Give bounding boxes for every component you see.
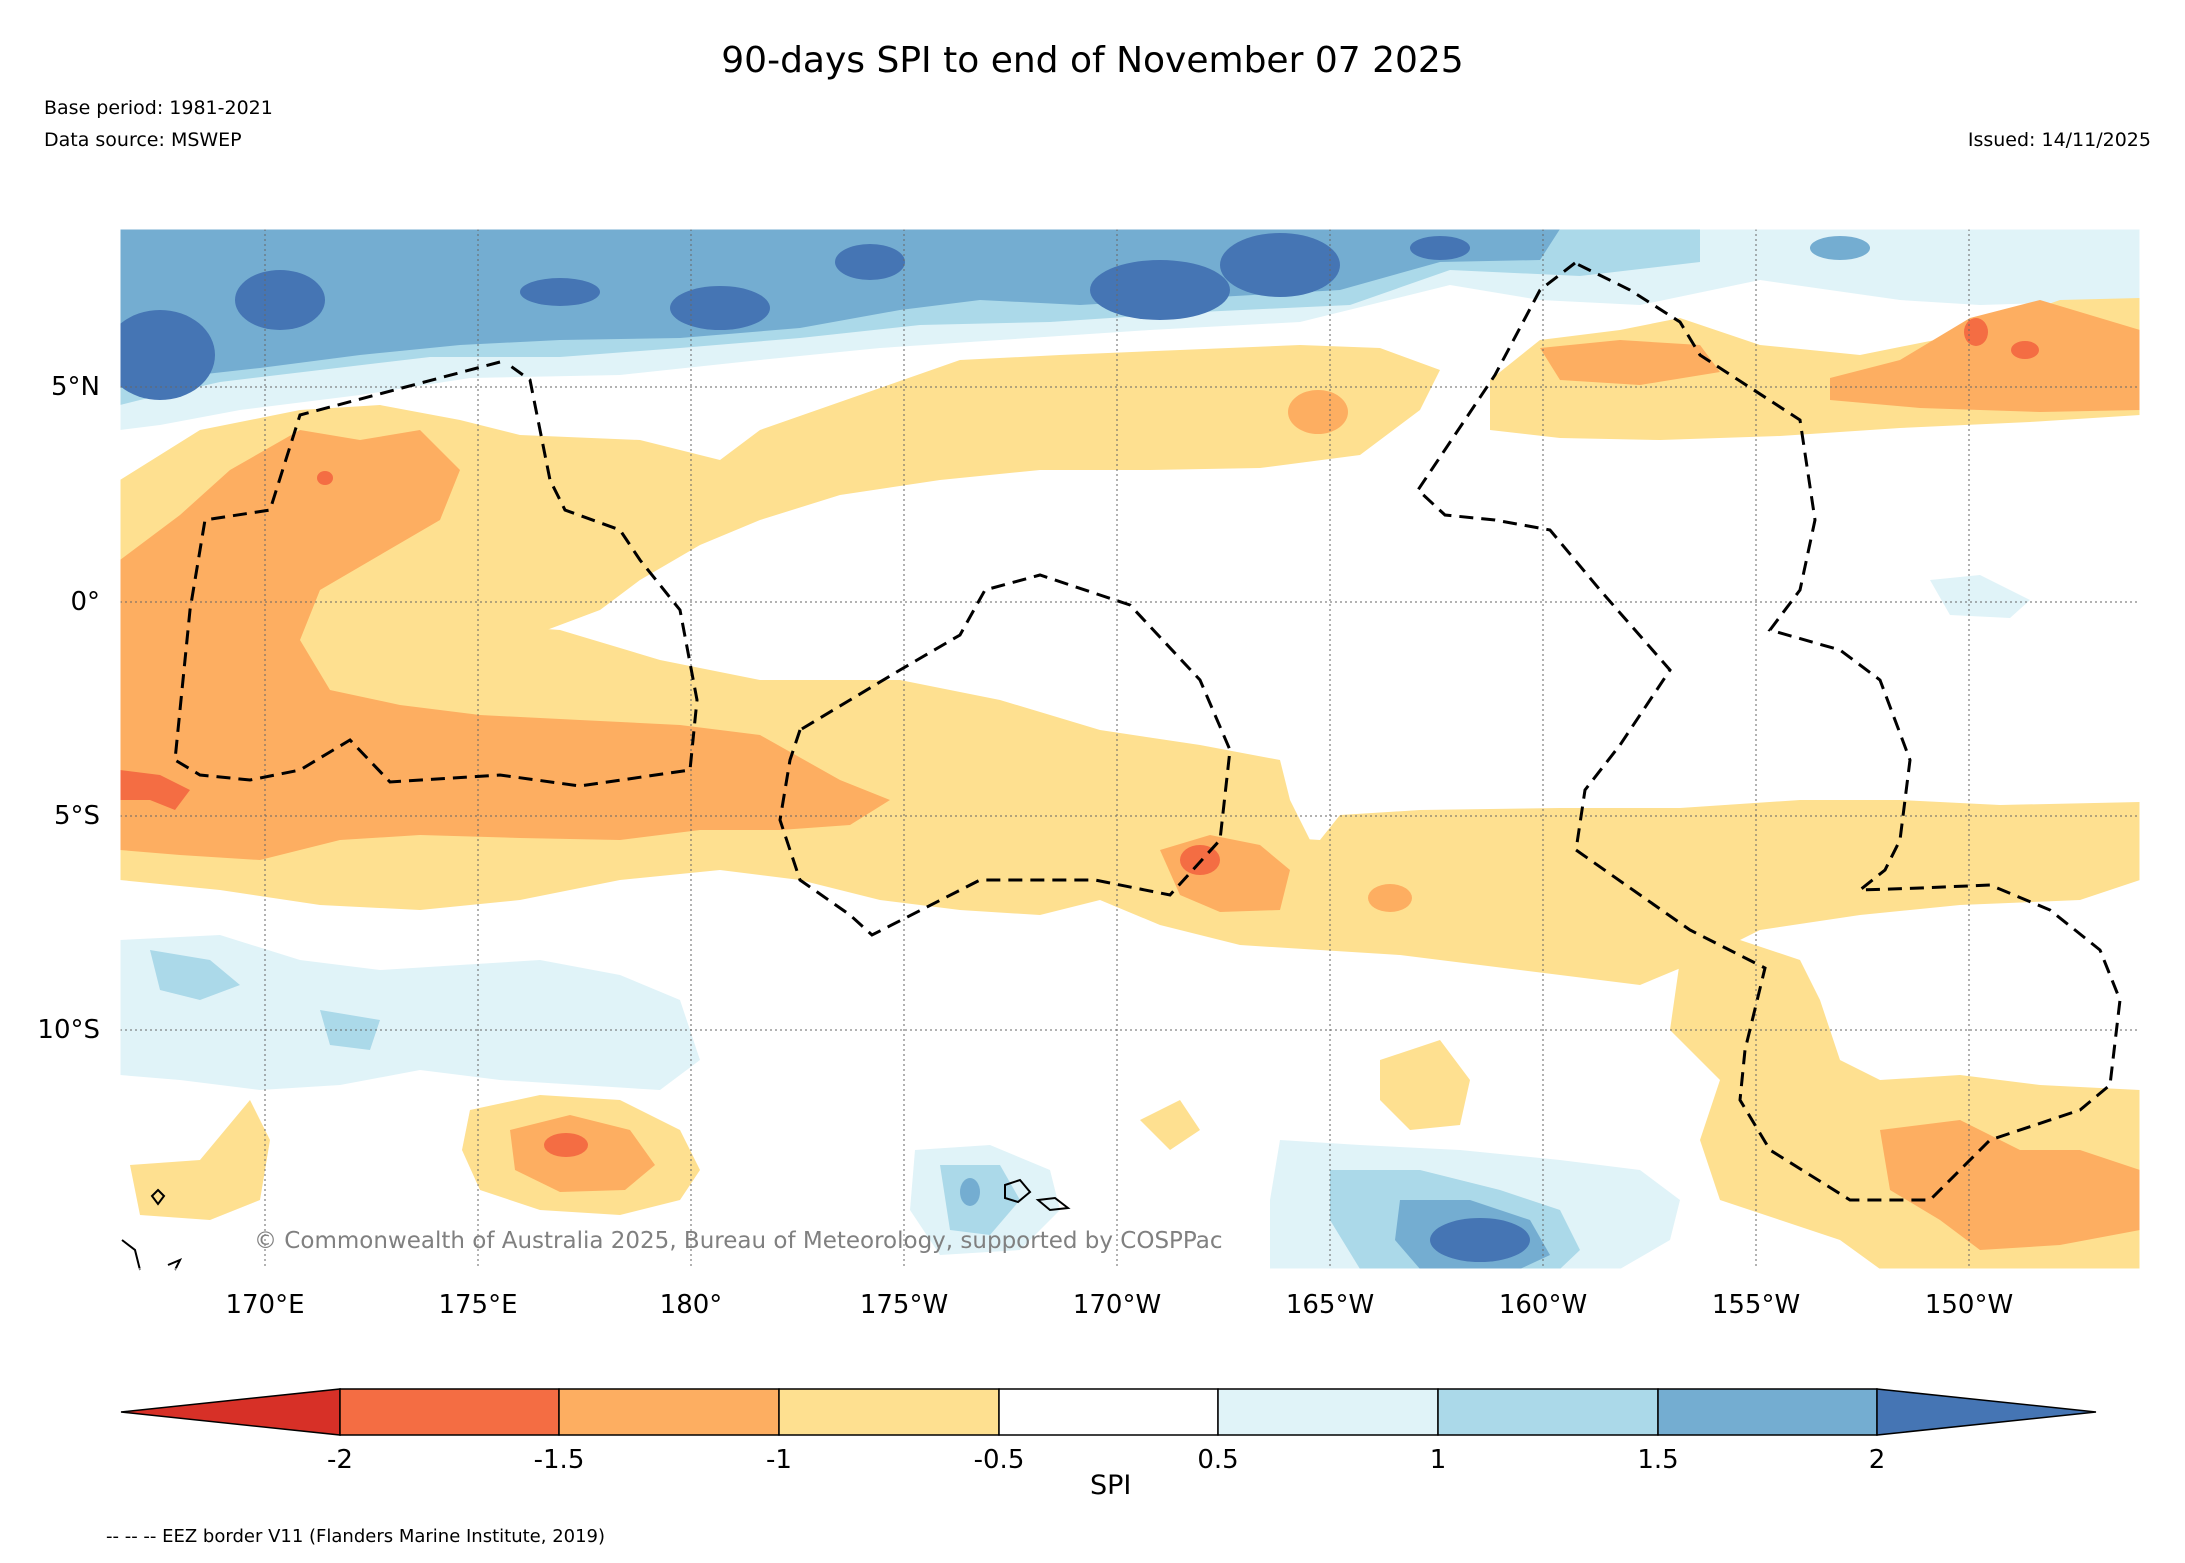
- eez-borders: [173, 261, 2122, 1202]
- lon-label-170w: 170°W: [1073, 1290, 1161, 1320]
- dry-patch-south: [130, 1100, 270, 1220]
- map-title: 90-days SPI to end of November 07 2025: [721, 40, 1464, 81]
- dry-region-west-mid: [120, 430, 890, 860]
- colorbar-tick: -1: [766, 1445, 792, 1475]
- colorbar: [120, 1388, 2097, 1436]
- island: [121, 1239, 141, 1271]
- dry-cell: [1288, 390, 1348, 434]
- dry-region-west-high: [120, 770, 190, 810]
- colorbar-extend-low: [120, 1388, 341, 1436]
- dry-cell: [1368, 884, 1412, 912]
- wet-cell: [235, 270, 325, 330]
- colorbar-segment: [339, 1388, 560, 1436]
- lat-label-5n: 5°N: [51, 372, 100, 402]
- lat-label-10s: 10°S: [37, 1015, 100, 1045]
- dry-band-north-east-mid: [1540, 340, 1720, 385]
- colorbar-segment: [778, 1388, 1000, 1436]
- colorbar-tick: 1.5: [1637, 1445, 1678, 1475]
- wet-cell: [670, 286, 770, 330]
- dry-patch-south-mid: [510, 1115, 655, 1192]
- issued-date: Issued: 14/11/2025: [1967, 129, 2151, 151]
- eez-legend-footnote: -- -- -- EEZ border V11 (Flanders Marine…: [106, 1526, 606, 1547]
- eez-border: [173, 360, 699, 788]
- dry-cell: [317, 471, 333, 485]
- colorbar-tick: 1: [1430, 1445, 1447, 1475]
- wet-cell: [1810, 236, 1870, 260]
- colorbar-tick: 2: [1869, 1445, 1886, 1475]
- island: [167, 1258, 183, 1271]
- wet-cell: [1220, 233, 1340, 297]
- wet-patch-east: [1930, 575, 2030, 618]
- lat-label-5s: 5°S: [54, 801, 100, 831]
- coastlines: [121, 1178, 1071, 1271]
- colorbar-segment: [1217, 1388, 1439, 1436]
- dry-cell: [1964, 318, 1988, 346]
- dry-band-central: [120, 345, 1440, 700]
- copyright-text: © Commonwealth of Australia 2025, Bureau…: [254, 1228, 1223, 1254]
- lon-label-150w: 150°W: [1925, 1290, 2013, 1320]
- dry-cell: [544, 1133, 588, 1157]
- dry-band-north-east-mid: [1830, 300, 2140, 412]
- wet-band-south-mid: [150, 950, 240, 1000]
- spi-field: [120, 229, 2140, 1269]
- graticule: [120, 229, 2140, 1269]
- colorbar-tick: -0.5: [974, 1445, 1025, 1475]
- island: [150, 1188, 166, 1206]
- lon-label-155w: 155°W: [1712, 1290, 1800, 1320]
- wet-cell: [1430, 1218, 1530, 1262]
- dry-cell: [2011, 341, 2039, 359]
- map-frame: [119, 228, 2141, 1270]
- colorbar-tick: 0.5: [1197, 1445, 1238, 1475]
- dry-region-southeast-mid: [1880, 1120, 2140, 1250]
- lon-label-165w: 165°W: [1286, 1290, 1374, 1320]
- wet-cell: [1410, 236, 1470, 260]
- colorbar-segment: [1657, 1388, 1878, 1436]
- lat-label-0: 0°: [70, 587, 100, 617]
- colorbar-segment: [558, 1388, 780, 1436]
- colorbar-tick: -1.5: [534, 1445, 585, 1475]
- lon-label-180: 180°: [660, 1290, 723, 1320]
- colorbar-label: SPI: [1090, 1470, 1132, 1501]
- colorbar-segment: [1437, 1388, 1659, 1436]
- dry-band-south: [1040, 800, 2140, 985]
- wet-cell: [520, 278, 600, 306]
- lon-label-175e: 175°E: [438, 1290, 517, 1320]
- island: [1035, 1196, 1071, 1212]
- colorbar-segment: [998, 1388, 1219, 1436]
- wet-cell: [835, 244, 905, 280]
- wet-band-south: [120, 935, 700, 1090]
- wet-patch-south-mid: [940, 1165, 1020, 1235]
- data-source-text: Data source: MSWEP: [44, 129, 242, 151]
- wet-cell: [1090, 260, 1230, 320]
- colorbar-tick: -2: [327, 1445, 353, 1475]
- dry-patch-south: [1140, 1100, 1200, 1150]
- wet-cell: [120, 310, 215, 400]
- dry-patch-south: [1380, 1040, 1470, 1130]
- eez-border: [1416, 261, 2122, 1202]
- colorbar-extend-high: [1876, 1388, 2097, 1436]
- wet-cell: [960, 1178, 980, 1206]
- base-period-text: Base period: 1981-2021: [44, 97, 273, 119]
- lon-label-175w: 175°W: [860, 1290, 948, 1320]
- lon-label-160w: 160°W: [1499, 1290, 1587, 1320]
- eez-border: [778, 573, 1232, 937]
- island: [1004, 1178, 1032, 1204]
- lon-label-170e: 170°E: [225, 1290, 304, 1320]
